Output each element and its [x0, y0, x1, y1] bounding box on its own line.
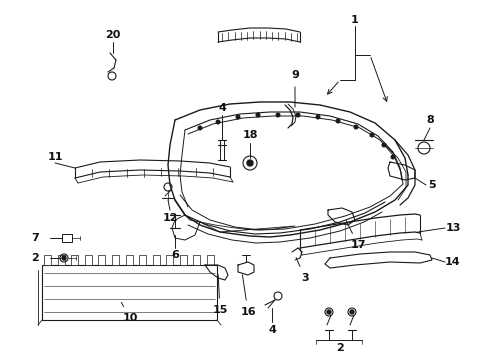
Bar [84, 255, 92, 265]
Bar [180, 255, 186, 265]
Circle shape [326, 310, 330, 314]
Circle shape [236, 115, 239, 119]
Text: 11: 11 [47, 152, 62, 162]
Circle shape [316, 115, 319, 119]
Bar [62, 234, 72, 242]
Bar [112, 255, 119, 265]
Circle shape [349, 310, 353, 314]
Text: 18: 18 [242, 130, 257, 140]
Text: 3: 3 [296, 257, 308, 283]
Text: 9: 9 [290, 70, 298, 107]
Bar [139, 255, 146, 265]
Bar [44, 255, 51, 265]
Circle shape [256, 113, 259, 117]
Bar [166, 255, 173, 265]
Text: 16: 16 [240, 275, 255, 317]
Text: 4: 4 [218, 103, 225, 113]
Bar [42, 265, 217, 320]
Circle shape [336, 119, 339, 123]
Text: 4: 4 [267, 325, 275, 335]
Bar [125, 255, 132, 265]
Bar [193, 255, 200, 265]
Circle shape [382, 143, 385, 147]
Text: 10: 10 [121, 302, 138, 323]
Text: 5: 5 [427, 180, 435, 190]
Text: 20: 20 [105, 30, 121, 40]
Circle shape [216, 120, 219, 124]
Text: 6: 6 [171, 250, 179, 260]
Circle shape [390, 155, 394, 159]
Circle shape [246, 160, 252, 166]
Text: 13: 13 [445, 223, 460, 233]
Text: 14: 14 [444, 257, 460, 267]
Text: 12: 12 [162, 213, 177, 223]
Circle shape [296, 113, 299, 117]
Circle shape [276, 113, 279, 117]
Circle shape [198, 126, 202, 130]
Circle shape [369, 133, 373, 137]
Text: 7: 7 [31, 233, 39, 243]
Bar [71, 255, 78, 265]
Text: 2: 2 [335, 343, 343, 353]
Text: 8: 8 [425, 115, 433, 125]
Text: 17: 17 [346, 221, 365, 250]
Text: 2: 2 [31, 253, 39, 263]
Bar [58, 255, 64, 265]
Circle shape [353, 125, 357, 129]
Bar [206, 255, 214, 265]
Bar [98, 255, 105, 265]
Text: 1: 1 [350, 15, 358, 25]
Circle shape [62, 256, 66, 260]
Text: 15: 15 [212, 275, 227, 315]
Bar [152, 255, 160, 265]
